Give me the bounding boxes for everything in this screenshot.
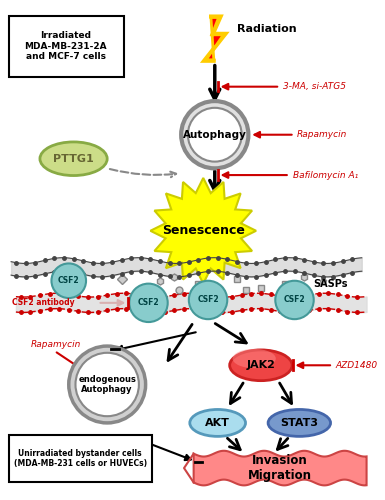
Text: 3-MA, si-ATG5: 3-MA, si-ATG5 xyxy=(283,82,346,91)
Text: CSF2 antibody: CSF2 antibody xyxy=(12,298,75,308)
Circle shape xyxy=(188,108,242,162)
Circle shape xyxy=(275,280,314,319)
FancyBboxPatch shape xyxy=(9,16,124,77)
Ellipse shape xyxy=(230,350,292,380)
Circle shape xyxy=(129,284,168,322)
Ellipse shape xyxy=(268,410,331,436)
Text: AZD1480: AZD1480 xyxy=(336,361,378,370)
Text: Invasion
Migration: Invasion Migration xyxy=(248,454,312,482)
Text: Senescence: Senescence xyxy=(162,224,245,237)
Circle shape xyxy=(75,353,139,416)
Circle shape xyxy=(69,346,146,423)
Text: CSF2: CSF2 xyxy=(58,276,80,285)
Text: Bafilomycin A₁: Bafilomycin A₁ xyxy=(293,170,358,179)
Circle shape xyxy=(181,101,248,168)
Text: Radiation: Radiation xyxy=(237,24,296,34)
Text: Rapamycin: Rapamycin xyxy=(296,130,347,139)
Polygon shape xyxy=(194,451,367,486)
Text: AKT: AKT xyxy=(205,418,230,428)
Text: CSF2: CSF2 xyxy=(138,298,159,308)
Text: SASPs: SASPs xyxy=(313,278,347,288)
Ellipse shape xyxy=(40,142,107,176)
Text: PTTG1: PTTG1 xyxy=(53,154,94,164)
Text: Rapamycin: Rapamycin xyxy=(30,340,81,348)
Ellipse shape xyxy=(190,410,246,436)
Text: CSF2: CSF2 xyxy=(284,296,305,304)
Polygon shape xyxy=(206,18,223,60)
Text: Irradiated
MDA-MB-231-2A
and MCF-7 cells: Irradiated MDA-MB-231-2A and MCF-7 cells xyxy=(25,32,107,61)
Text: Unirradiated bystander cells
(MDA-MB-231 cells or HUVECs): Unirradiated bystander cells (MDA-MB-231… xyxy=(14,449,147,468)
Text: CSF2: CSF2 xyxy=(197,296,219,304)
Circle shape xyxy=(189,280,227,319)
Polygon shape xyxy=(151,178,256,284)
Circle shape xyxy=(52,264,86,298)
Text: Autophagy: Autophagy xyxy=(183,130,247,140)
Text: STAT3: STAT3 xyxy=(280,418,318,428)
FancyBboxPatch shape xyxy=(9,436,152,482)
Text: JAK2: JAK2 xyxy=(246,360,275,370)
Ellipse shape xyxy=(233,349,276,368)
Text: endogenous
Autophagy: endogenous Autophagy xyxy=(78,375,136,394)
